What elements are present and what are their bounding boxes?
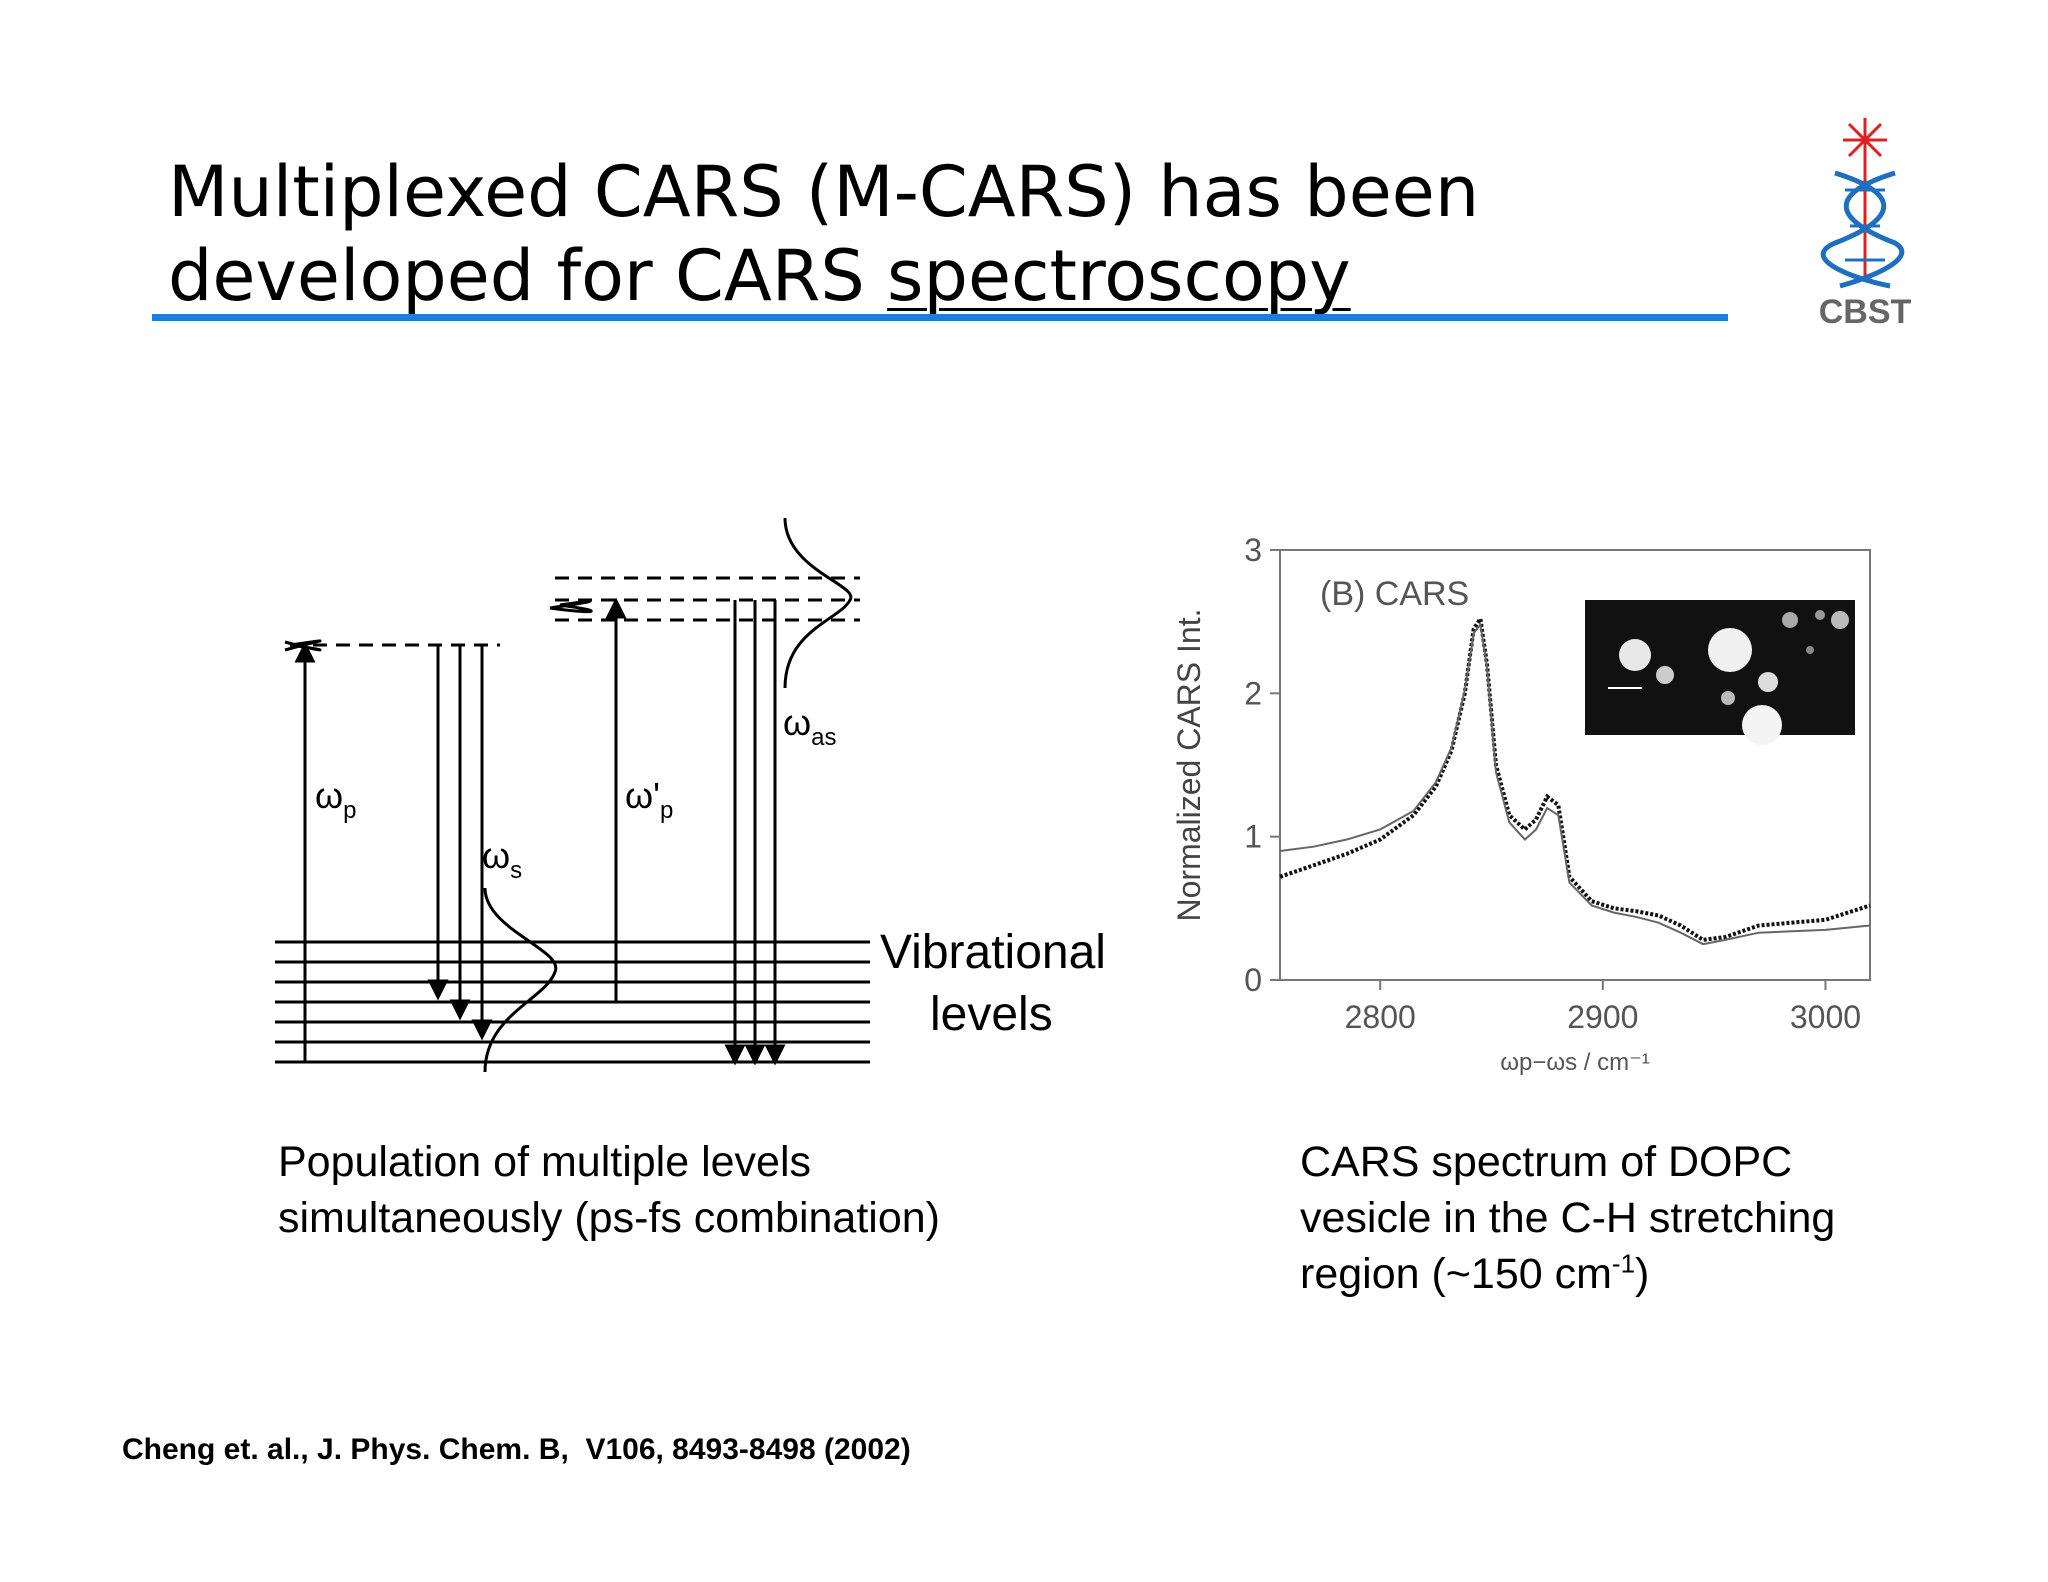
diagram-caption: Population of multiple levels simultaneou… (278, 1138, 940, 1242)
y-tick-label: 1 (1244, 819, 1262, 855)
label-omega-s: ωs (482, 835, 522, 884)
chart-annotation: (B) CARS (1320, 575, 1469, 613)
transition-arrows (294, 597, 786, 1066)
fit-curve (1279, 622, 1871, 946)
title-line-2-plain: developed for CARS (168, 235, 888, 317)
label-omega-as: ωas (783, 702, 836, 751)
dna-helix-icon (1820, 170, 1905, 289)
cbst-logo: CBST (1819, 118, 1912, 328)
label-omega-p-prime: ω'p (625, 775, 673, 824)
y-axis-label: Normalized CARS Int. (1171, 609, 1207, 922)
energy-level-diagram: ωp ωs ω'p ωas Vibrational levels (275, 517, 1106, 1073)
levels-label: levels (930, 988, 1053, 1041)
x-axis-label: ωp−ωs / cm⁻¹ (1500, 1049, 1650, 1076)
plot-frame (1279, 549, 1871, 981)
y-tick-label: 2 (1244, 675, 1262, 711)
x-tick-label: 2900 (1567, 999, 1638, 1035)
title-divider (152, 314, 1728, 321)
y-ticks: 0 1 2 3 (1244, 532, 1280, 998)
y-tick-label: 3 (1244, 532, 1262, 568)
slide-title: Multiplexed CARS (M-CARS) has been devel… (168, 150, 1479, 318)
series-group (1279, 613, 1871, 946)
x-tick-label: 2800 (1345, 999, 1416, 1035)
vibrational-level-lines (275, 940, 870, 1064)
logo-text: CBST (1819, 293, 1912, 328)
title-line-2: developed for CARS spectroscopy (168, 234, 1479, 318)
cars-spectrum-chart: 0 1 2 3 2800 2900 3000 (B) CARS Normalized CA… (1171, 532, 1871, 1076)
title-line-2-underlined: spectroscopy (887, 235, 1351, 317)
spectrum-caption: CARS spectrum of DOPC vesicle in the C-H … (1300, 1138, 1836, 1298)
microscopy-inset (1585, 600, 1855, 745)
citation: Cheng et. al., J. Phys. Chem. B, V106, 8… (122, 1433, 911, 1466)
x-ticks: 2800 2900 3000 (1345, 980, 1861, 1035)
vibrational-label: Vibrational (880, 926, 1106, 979)
label-omega-p: ωp (315, 775, 356, 824)
x-tick-label: 3000 (1790, 999, 1861, 1035)
y-tick-label: 0 (1244, 962, 1262, 998)
title-line-1: Multiplexed CARS (M-CARS) has been (168, 151, 1480, 233)
data-curve (1279, 613, 1871, 942)
